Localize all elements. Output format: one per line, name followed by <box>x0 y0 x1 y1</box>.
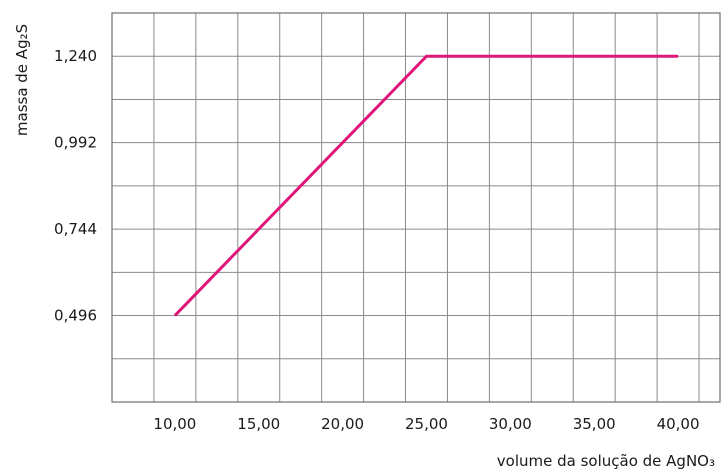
x-tick-label: 10,00 <box>153 415 196 433</box>
y-tick-label: 0,744 <box>54 220 97 238</box>
y-tick-labels: 0,496 0,744 0,992 1,240 <box>54 47 97 324</box>
series-line <box>173 54 679 317</box>
plot-frame <box>111 12 721 403</box>
y-axis-label: massa de Ag₂S <box>13 24 31 136</box>
y-tick-label: 1,240 <box>54 47 97 65</box>
y-tick-label: 0,496 <box>54 307 97 325</box>
x-axis-label: volume da solução de AgNO₃ <box>497 452 715 470</box>
x-tick-labels: 10,00 15,00 20,00 25,00 30,00 35,00 40,00 <box>153 415 699 433</box>
x-tick-label: 40,00 <box>657 415 700 433</box>
x-tick-label: 15,00 <box>237 415 280 433</box>
chart-grid <box>111 12 720 403</box>
x-tick-label: 25,00 <box>405 415 448 433</box>
chart-series <box>173 54 679 317</box>
x-tick-label: 20,00 <box>321 415 364 433</box>
x-tick-label: 35,00 <box>573 415 616 433</box>
x-tick-label: 30,00 <box>489 415 532 433</box>
y-tick-label: 0,992 <box>54 134 97 152</box>
